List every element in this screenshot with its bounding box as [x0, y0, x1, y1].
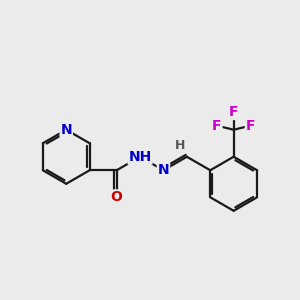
Text: NH: NH [128, 150, 152, 164]
Text: F: F [212, 119, 222, 133]
Text: O: O [111, 190, 123, 204]
Text: F: F [229, 105, 238, 119]
Text: N: N [60, 123, 72, 137]
Text: N: N [158, 163, 169, 177]
Text: F: F [246, 119, 255, 133]
Text: H: H [175, 140, 185, 152]
